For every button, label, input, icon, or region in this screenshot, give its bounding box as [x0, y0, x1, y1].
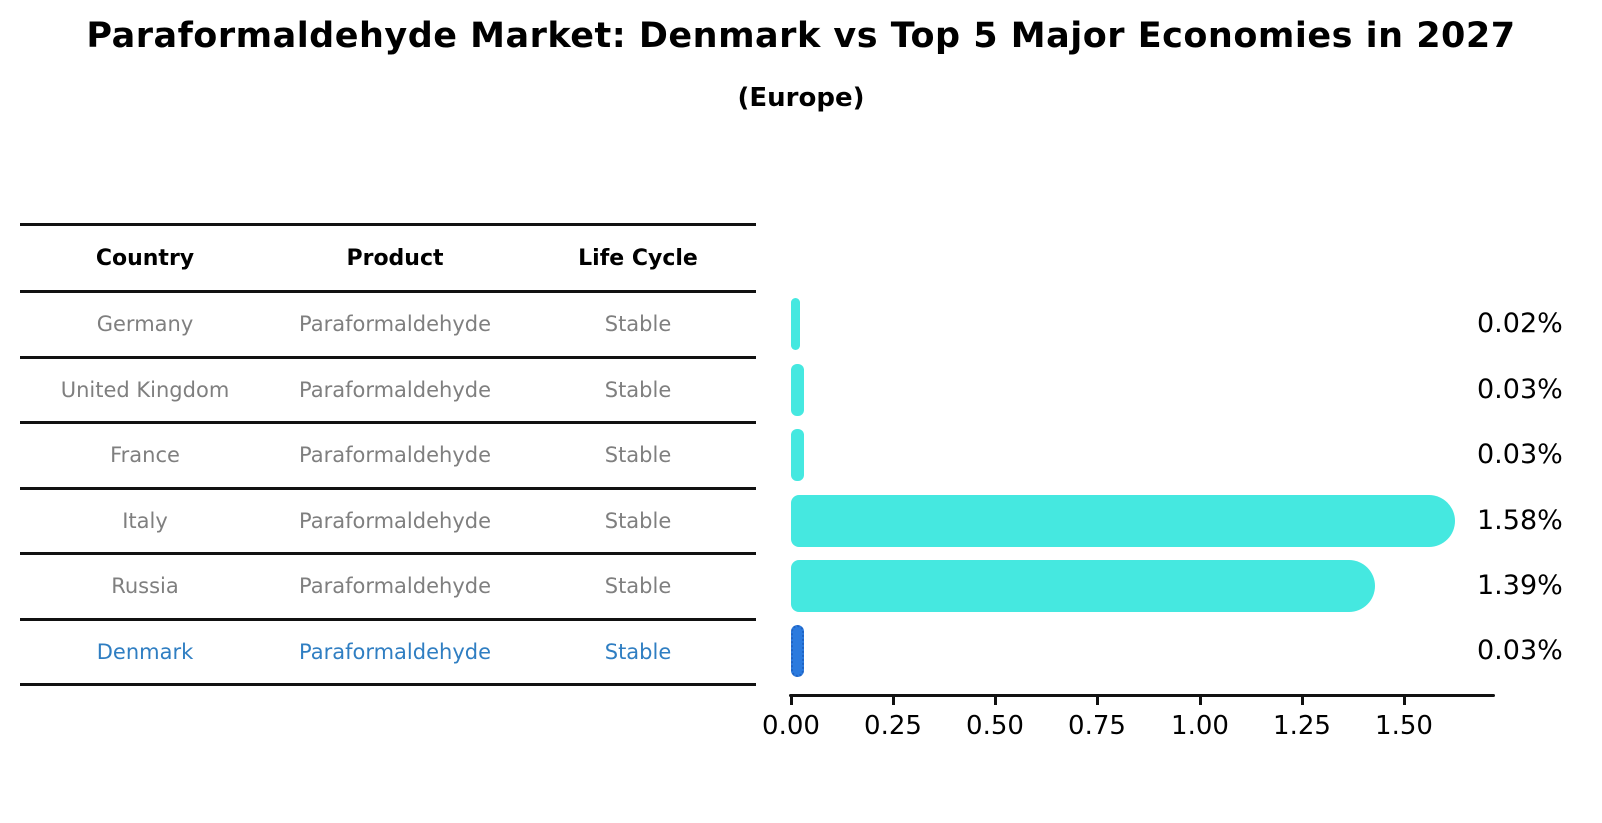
cell-country: Italy — [122, 508, 168, 533]
cell-life-cycle: Stable — [604, 639, 672, 664]
header-product: Product — [346, 245, 444, 271]
value-label-germany: 0.02% — [1477, 308, 1563, 339]
cell-product: Paraformaldehyde — [299, 377, 491, 402]
value-label-denmark: 0.03% — [1477, 635, 1563, 666]
cell-country: Russia — [111, 574, 179, 599]
x-axis-tick — [892, 695, 895, 705]
value-label-italy: 1.58% — [1477, 505, 1563, 536]
cell-product: Paraformaldehyde — [299, 443, 491, 468]
x-tick-label: 1.50 — [1375, 711, 1433, 741]
chart-title: Paraformaldehyde Market: Denmark vs Top … — [86, 16, 1516, 56]
cell-country: Denmark — [96, 639, 194, 664]
table-row-united-kingdom: United Kingdom Paraformaldehyde Stable — [20, 355, 756, 422]
x-axis-tick — [1301, 695, 1304, 705]
cell-product: Paraformaldehyde — [299, 574, 491, 599]
value-label-united-kingdom: 0.03% — [1477, 374, 1563, 405]
x-axis-tick — [994, 695, 997, 705]
bar-denmark — [791, 625, 804, 677]
bar-russia — [791, 560, 1375, 612]
x-axis-tick — [1096, 695, 1099, 705]
cell-life-cycle: Stable — [604, 574, 672, 599]
bar-italy — [791, 495, 1455, 547]
header-life-cycle: Life Cycle — [578, 245, 698, 271]
table-row-france: France Paraformaldehyde Stable — [20, 421, 756, 487]
cell-life-cycle: Stable — [604, 443, 672, 468]
chart-subtitle: (Europe) — [737, 83, 865, 113]
x-axis-tick — [790, 695, 793, 705]
country-table: Country Product Life Cycle Germany Paraf… — [20, 223, 756, 686]
x-tick-label: 0.50 — [966, 711, 1024, 741]
cell-life-cycle: Stable — [604, 312, 672, 337]
cell-life-cycle: Stable — [604, 377, 672, 402]
x-axis-tick — [1403, 695, 1406, 705]
table-row-russia: Russia Paraformaldehyde Stable — [20, 552, 756, 618]
cell-country: France — [110, 443, 180, 468]
table-row-germany: Germany Paraformaldehyde Stable — [20, 290, 756, 356]
x-tick-label: 1.00 — [1171, 711, 1229, 741]
value-label-russia: 1.39% — [1477, 570, 1563, 601]
x-tick-label: 0.25 — [864, 711, 922, 741]
cell-product: Paraformaldehyde — [299, 508, 491, 533]
cell-country: Germany — [96, 312, 194, 337]
x-axis-line — [789, 694, 1495, 697]
bar-france — [791, 429, 804, 481]
table-row-italy: Italy Paraformaldehyde Stable — [20, 486, 756, 553]
x-tick-label: 0.00 — [762, 711, 820, 741]
value-label-france: 0.03% — [1477, 439, 1563, 470]
x-tick-label: 1.25 — [1273, 711, 1331, 741]
x-tick-label: 0.75 — [1068, 711, 1126, 741]
table-row-denmark: Denmark Paraformaldehyde Stable — [20, 617, 756, 684]
cell-life-cycle: Stable — [604, 508, 672, 533]
bar-united-kingdom — [791, 364, 804, 416]
table-header-row: Country Product Life Cycle — [20, 223, 756, 290]
header-country: Country — [95, 245, 195, 271]
cell-product: Paraformaldehyde — [299, 639, 491, 664]
bar-germany — [791, 298, 800, 350]
cell-country: United Kingdom — [60, 377, 230, 402]
cell-product: Paraformaldehyde — [299, 312, 491, 337]
x-axis-tick — [1199, 695, 1202, 705]
